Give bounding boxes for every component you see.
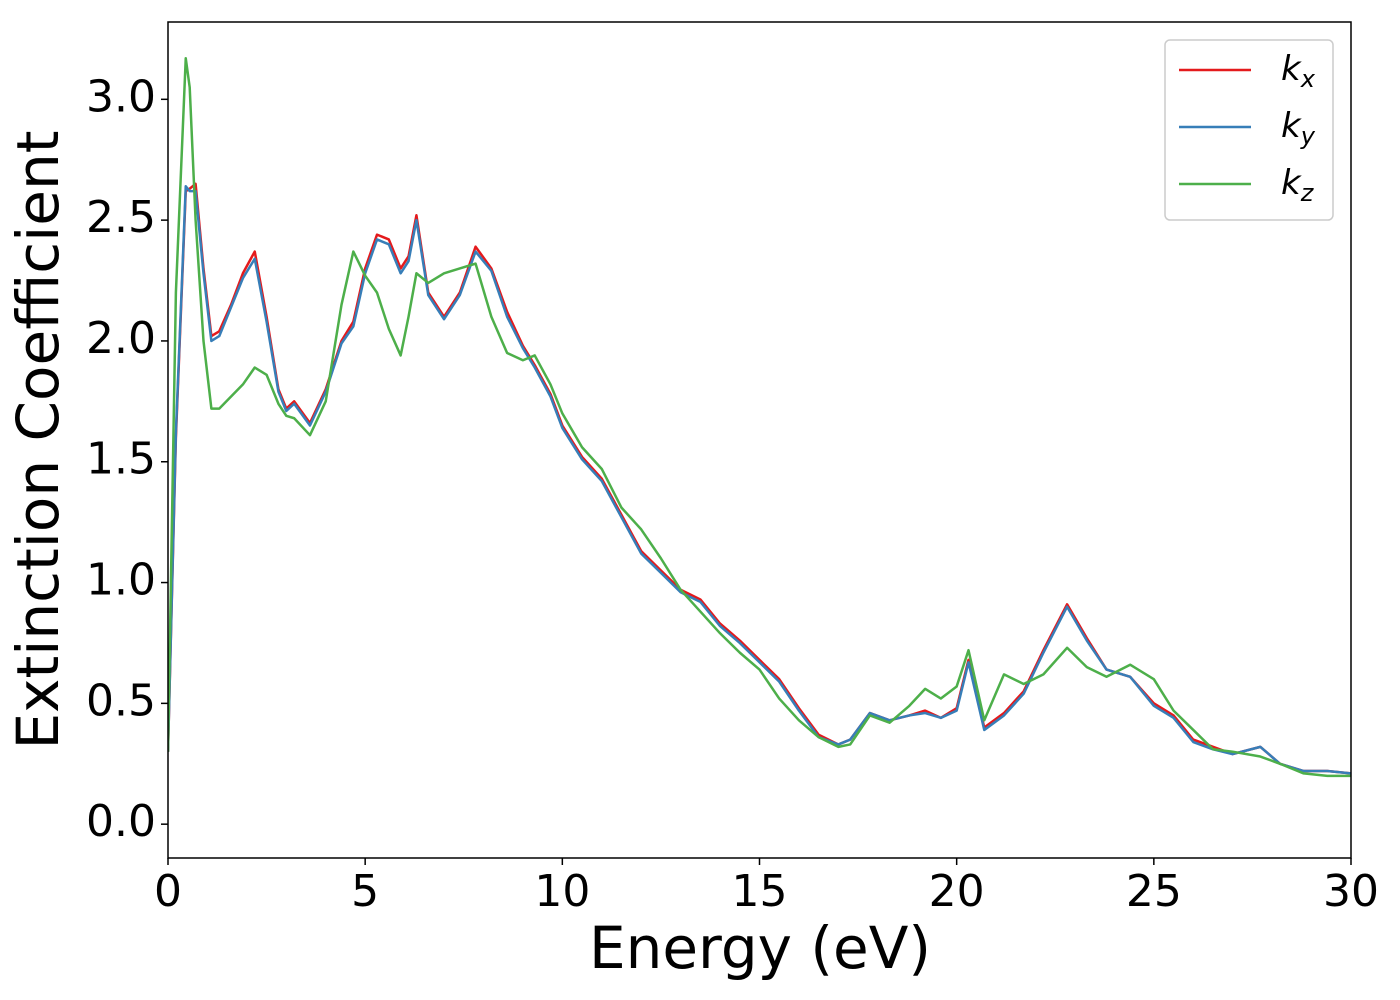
legend-label: kz xyxy=(1281,163,1315,208)
legend-label: kx xyxy=(1281,49,1316,94)
x-tick-label: 30 xyxy=(1323,866,1379,917)
y-tick-label: 0.5 xyxy=(86,675,156,726)
y-tick-label: 3.0 xyxy=(86,71,156,122)
y-tick-label: 0.0 xyxy=(86,796,156,847)
x-tick-label: 15 xyxy=(732,866,788,917)
y-tick-label: 2.0 xyxy=(86,313,156,364)
series-line xyxy=(168,56,1351,778)
plot-frame xyxy=(167,21,1352,859)
x-tick-label: 0 xyxy=(154,866,182,917)
legend-label: ky xyxy=(1281,106,1316,151)
x-tick-label: 25 xyxy=(1126,866,1182,917)
y-tick-label: 1.0 xyxy=(86,555,156,606)
y-tick-label: 2.5 xyxy=(86,192,156,243)
x-tick-label: 10 xyxy=(534,866,590,917)
x-tick-label: 20 xyxy=(929,866,985,917)
y-tick-label: 1.5 xyxy=(86,434,156,485)
series-line xyxy=(168,185,1351,775)
y-axis-label: Extinction Coefficient xyxy=(4,131,72,750)
legend-box xyxy=(1164,39,1334,221)
x-axis-label: Energy (eV) xyxy=(589,914,931,982)
x-tick-label: 5 xyxy=(351,866,379,917)
series-line xyxy=(168,182,1351,775)
